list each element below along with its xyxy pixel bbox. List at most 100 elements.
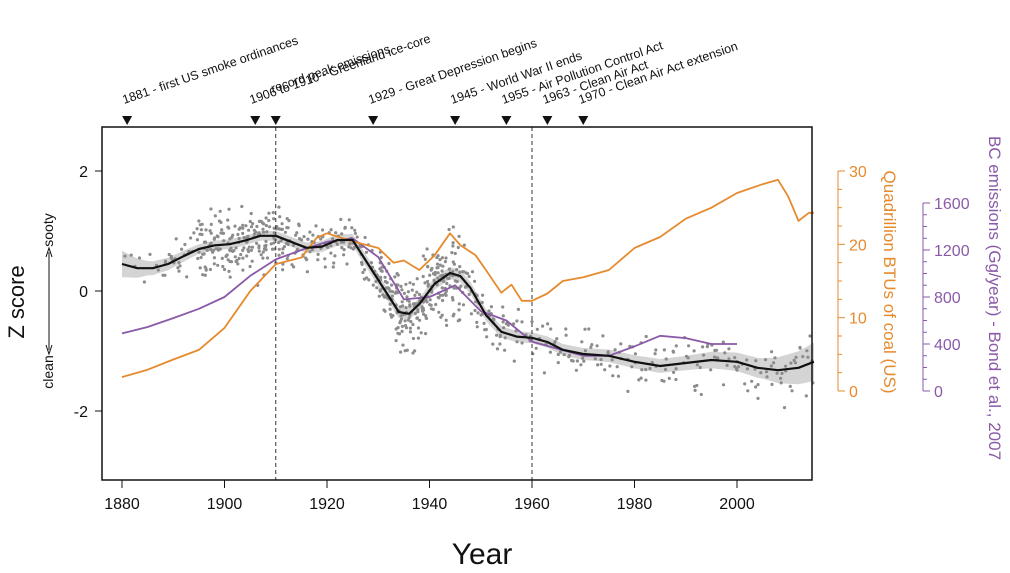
data-point <box>283 230 287 234</box>
data-point <box>416 310 420 314</box>
data-point <box>756 383 760 387</box>
bc-tick-label-1600: 1600 <box>934 196 970 213</box>
data-point <box>501 305 505 309</box>
data-point <box>202 240 207 244</box>
data-point <box>746 389 750 393</box>
event-marker-1955 <box>501 116 512 125</box>
data-point <box>148 252 152 256</box>
data-point <box>268 225 272 229</box>
data-point <box>723 351 727 355</box>
data-point <box>226 218 230 222</box>
data-point <box>192 231 196 235</box>
data-point <box>279 227 284 231</box>
data-point <box>674 377 678 382</box>
data-point <box>413 311 417 316</box>
data-point <box>672 370 676 374</box>
data-point <box>487 309 491 313</box>
data-point <box>779 376 783 380</box>
data-point <box>770 382 774 386</box>
data-point <box>695 383 699 388</box>
data-point <box>393 275 397 279</box>
x-tick-label-1880: 1880 <box>104 496 140 513</box>
data-point <box>402 291 406 295</box>
data-point <box>440 313 444 317</box>
data-point <box>792 358 796 362</box>
data-point <box>457 308 461 312</box>
data-point <box>353 231 357 235</box>
event-marker-1970 <box>578 116 589 125</box>
data-point <box>650 360 654 365</box>
data-point <box>498 335 502 339</box>
data-point <box>798 345 802 350</box>
data-point <box>348 242 352 246</box>
data-point <box>603 368 607 372</box>
data-point <box>387 287 391 291</box>
data-point <box>220 256 224 260</box>
data-point <box>311 233 315 237</box>
data-point <box>416 336 420 340</box>
data-point <box>769 364 773 368</box>
data-point <box>491 342 495 346</box>
data-point <box>219 231 223 235</box>
data-point <box>236 232 240 237</box>
data-point <box>379 255 383 260</box>
data-point <box>475 325 479 329</box>
x-tick-label-1900: 1900 <box>207 496 243 513</box>
x-tick-label-1940: 1940 <box>412 496 448 513</box>
data-point <box>567 355 571 359</box>
data-point <box>208 229 212 233</box>
data-point <box>257 244 261 248</box>
data-point <box>345 262 349 266</box>
data-point <box>212 262 216 266</box>
data-point <box>457 302 461 306</box>
data-point <box>209 207 213 211</box>
data-point <box>794 355 798 359</box>
data-point <box>435 255 439 260</box>
data-point <box>590 343 594 347</box>
data-point <box>445 323 449 327</box>
data-point <box>415 290 419 294</box>
data-point <box>197 250 201 254</box>
data-point <box>546 322 550 326</box>
data-point <box>428 303 432 307</box>
data-point <box>212 237 216 241</box>
data-point <box>806 355 810 359</box>
data-point <box>405 295 409 299</box>
data-point <box>633 352 638 356</box>
data-point <box>410 288 414 292</box>
data-point <box>721 383 726 387</box>
data-point <box>390 283 394 287</box>
data-point <box>308 250 312 254</box>
data-point <box>733 365 737 369</box>
data-point <box>249 225 254 229</box>
data-point <box>332 261 336 265</box>
data-point <box>277 253 281 257</box>
data-point <box>216 263 220 267</box>
data-point <box>430 266 434 271</box>
data-point <box>579 363 583 367</box>
data-point <box>436 276 440 280</box>
data-point <box>616 374 621 378</box>
data-point <box>407 299 411 303</box>
data-point <box>485 335 489 339</box>
data-point <box>404 282 408 286</box>
data-point <box>664 357 668 361</box>
data-point <box>556 352 560 357</box>
data-point <box>234 246 238 250</box>
data-point <box>231 233 235 237</box>
data-point <box>397 332 402 336</box>
data-point <box>671 349 675 353</box>
data-point <box>195 227 199 231</box>
data-point <box>450 251 454 255</box>
data-point <box>377 294 381 298</box>
data-point <box>436 266 440 270</box>
series-layer <box>121 178 815 378</box>
data-point <box>476 311 480 315</box>
data-point <box>451 269 455 274</box>
confidence-band-layer <box>122 231 814 385</box>
data-point <box>556 361 560 365</box>
data-point <box>674 344 678 348</box>
data-point <box>462 243 466 247</box>
bc-emissions-line <box>121 237 737 357</box>
data-point <box>467 274 471 279</box>
